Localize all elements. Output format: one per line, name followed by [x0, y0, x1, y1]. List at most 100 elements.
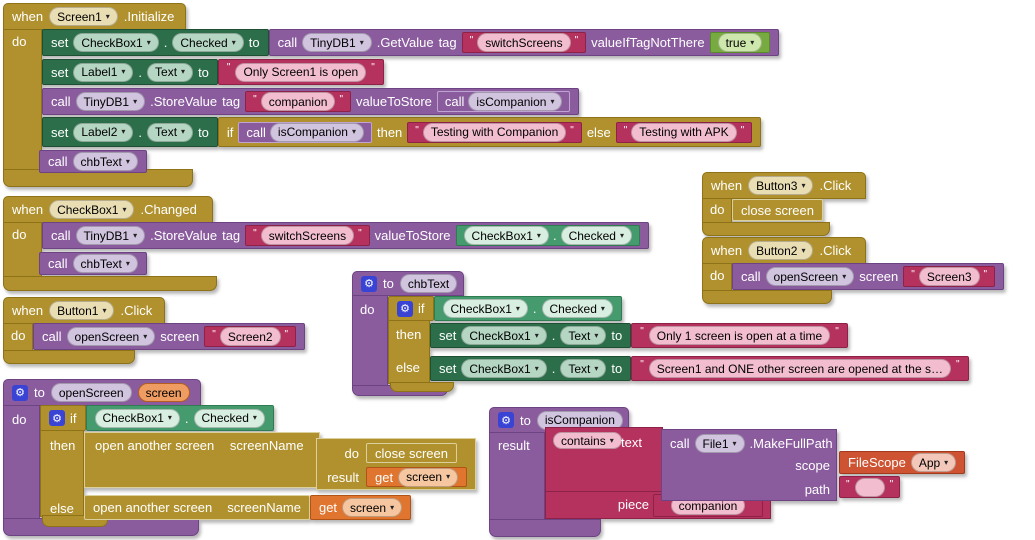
string-value[interactable]: Only 1 screen is open at a time [648, 326, 831, 345]
component-dropdown[interactable]: File1 ▾ [694, 434, 745, 453]
string-value[interactable] [854, 477, 885, 497]
component-getter-block[interactable]: CheckBox1 ▾ . Checked ▾ [433, 296, 622, 321]
close-screen-block[interactable]: close screen [732, 199, 823, 221]
call-file-makefullpath-block[interactable]: call File1 ▾ .MakeFullPath scope path [661, 429, 837, 501]
filescope-block[interactable]: FileScope App ▾ [839, 451, 966, 474]
row-call-chbtext[interactable]: call chbText ▾ [39, 252, 147, 275]
text-string-block[interactable]: " companion " [245, 91, 351, 112]
block-bottom[interactable] [702, 290, 832, 304]
call-tinydb-storevalue-block[interactable]: call TinyDB1 ▾ .StoreValue tag " companio… [42, 88, 580, 115]
row-set-label2-text[interactable]: set Label2 ▾ . Text ▾ to if call isCompani… [42, 117, 762, 147]
then-row[interactable]: set CheckBox1 ▾ . Text ▾ to " Only 1 scree… [430, 323, 848, 348]
text-string-block[interactable]: " switchScreens " [245, 225, 370, 246]
component-dropdown[interactable]: CheckBox1 ▾ [463, 226, 549, 245]
row-set-checkbox-checked[interactable]: set CheckBox1 ▾ . Checked ▾ to call TinyDB… [42, 29, 780, 56]
string-value[interactable]: Screen1 and ONE other screen are opened … [648, 359, 951, 378]
string-value[interactable]: Testing with Companion [422, 122, 567, 142]
call-procedure-block[interactable]: call chbText ▾ [39, 252, 147, 275]
call-tinydb-getvalue-block[interactable]: call TinyDB1 ▾ .GetValue tag " switchScre… [268, 29, 780, 56]
do-spine[interactable] [3, 29, 42, 173]
gear-icon[interactable]: ⚙ [397, 300, 413, 317]
variable-dropdown[interactable]: screen ▾ [342, 498, 403, 517]
text-string-block[interactable]: " Screen1 and ONE other screen are opene… [631, 356, 969, 381]
property-dropdown[interactable]: Text ▾ [560, 326, 607, 345]
string-value[interactable]: switchScreens [477, 33, 571, 52]
get-variable-block[interactable]: get screen ▾ [366, 467, 468, 487]
call-procedure-block[interactable]: call isCompanion ▾ [436, 91, 571, 112]
string-value[interactable]: Testing with APK [631, 122, 737, 142]
component-getter-block[interactable]: CheckBox1 ▾ . Checked ▾ [455, 225, 640, 246]
property-dropdown[interactable]: Checked ▾ [541, 299, 613, 318]
string-value[interactable]: Only Screen1 is open [235, 62, 367, 82]
procedure-dropdown[interactable]: isCompanion ▾ [269, 122, 364, 142]
row-store-companion[interactable]: call TinyDB1 ▾ .StoreValue tag " companio… [42, 88, 580, 115]
empty-string-block[interactable]: " " [839, 476, 901, 498]
gear-icon[interactable]: ⚙ [12, 384, 28, 401]
open-another-screen-block[interactable]: open another screen screenName [84, 432, 320, 488]
block-when-button2-click[interactable]: when Button2 ▾ .Click do call openScreen ▾… [702, 237, 1035, 309]
open-another-screen-block[interactable]: open another screen screenName [84, 495, 310, 520]
string-value[interactable]: Screen3 [918, 267, 980, 286]
block-bottom[interactable] [702, 222, 830, 236]
component-dropdown[interactable]: CheckBox1 ▾ [49, 200, 135, 219]
set-block[interactable]: set Label1 ▾ . Text ▾ to [42, 59, 218, 85]
text-string-block[interactable]: " Only Screen1 is open " [217, 59, 384, 85]
if-then-else-block[interactable]: ⚙ if CheckBox1 ▾ . Checked ▾ then open ano… [40, 405, 490, 529]
logic-true-block[interactable]: true ▾ [709, 32, 771, 53]
component-dropdown[interactable]: TinyDB1 ▾ [302, 33, 372, 52]
text-string-block[interactable]: " Screen2 " [204, 326, 297, 347]
event-header[interactable]: when Screen1 ▾ .Initialize [3, 3, 186, 30]
property-dropdown[interactable]: Text ▾ [147, 122, 194, 142]
block-procedure-iscompanion[interactable]: ⚙ to isCompanion result contains ▾ text p… [489, 407, 969, 537]
procedure-dropdown[interactable]: chbText ▾ [72, 254, 138, 273]
block-procedure-openscreen[interactable]: ⚙ to openScreen screen do ⚙ if CheckBox1… [3, 379, 495, 537]
event-header[interactable]: when Button1 ▾ .Click [3, 297, 165, 324]
text-string-block[interactable]: " Screen3 " [903, 266, 996, 287]
row-set-label1-text[interactable]: set Label1 ▾ . Text ▾ to " Only Screen1 is… [42, 59, 384, 85]
call-procedure-block[interactable]: call isCompanion ▾ [238, 121, 372, 143]
filescope-dropdown[interactable]: App ▾ [910, 453, 957, 472]
call-row[interactable]: call File1 ▾ .MakeFullPath [662, 430, 836, 453]
gear-icon[interactable]: ⚙ [361, 275, 377, 292]
event-header[interactable]: when Button2 ▾ .Click [702, 237, 866, 264]
if-block-header[interactable]: ⚙ if [388, 296, 434, 321]
close-screen-block[interactable]: close screen [366, 443, 457, 463]
call-procedure-block[interactable]: call openScreen ▾ screen " Screen3 " [732, 263, 1005, 290]
do-result-do-row[interactable]: do close screen [323, 442, 469, 464]
property-dropdown[interactable]: Text ▾ [147, 62, 194, 82]
gear-icon[interactable]: ⚙ [498, 412, 514, 428]
procedure-dropdown[interactable]: isCompanion ▾ [468, 92, 563, 111]
block-when-button3-click[interactable]: when Button3 ▾ .Click do close screen [702, 172, 872, 236]
procedure-dropdown[interactable]: chbText ▾ [72, 152, 138, 171]
filescope-block-wrap[interactable]: FileScope App ▾ [839, 451, 966, 474]
property-dropdown[interactable]: Checked ▾ [172, 33, 244, 52]
component-dropdown[interactable]: Button2 ▾ [748, 241, 814, 260]
call-procedure-block[interactable]: call openScreen ▾ screen " Screen2 " [33, 323, 306, 350]
do-spine[interactable] [3, 323, 33, 352]
text-string-block[interactable]: " Testing with APK " [615, 121, 753, 143]
gear-icon[interactable]: ⚙ [49, 410, 65, 426]
procedure-name[interactable]: isCompanion [536, 410, 623, 430]
component-dropdown[interactable]: CheckBox1 ▾ [461, 326, 547, 345]
do-spine[interactable] [702, 198, 732, 224]
if-bottom[interactable] [390, 382, 454, 392]
else-row[interactable]: open another screen screenName get scree… [84, 495, 412, 520]
component-dropdown[interactable]: Button3 ▾ [748, 176, 814, 195]
empty-string-block-wrap[interactable]: " " [839, 476, 901, 498]
if-spine[interactable] [40, 427, 84, 517]
component-dropdown[interactable]: Button1 ▾ [49, 301, 115, 320]
set-block[interactable]: set CheckBox1 ▾ . Checked ▾ to [42, 29, 269, 56]
set-block[interactable]: set CheckBox1 ▾ . Text ▾ to [430, 323, 632, 348]
component-dropdown[interactable]: Label1 ▾ [73, 62, 134, 82]
procedure-name[interactable]: openScreen [50, 383, 132, 402]
procedure-name[interactable]: chbText [399, 274, 458, 293]
block-when-button1-click[interactable]: when Button1 ▾ .Click do call openScreen ▾… [3, 297, 348, 367]
block-when-checkbox1-changed[interactable]: when CheckBox1 ▾ .Changed do call TinyDB1… [3, 196, 649, 292]
component-dropdown[interactable]: TinyDB1 ▾ [75, 226, 146, 245]
component-dropdown[interactable]: Label2 ▾ [73, 122, 134, 142]
if-condition-row[interactable]: ⚙ if CheckBox1 ▾ . Checked ▾ [40, 405, 274, 431]
procedure-header[interactable]: ⚙ to chbText [352, 271, 464, 296]
block-procedure-chbtext[interactable]: ⚙ to chbText do ⚙ if CheckBox1 ▾ . Checke… [352, 271, 1017, 397]
component-dropdown[interactable]: CheckBox1 ▾ [461, 359, 547, 378]
row-call-chbtext[interactable]: call chbText ▾ [39, 150, 147, 173]
